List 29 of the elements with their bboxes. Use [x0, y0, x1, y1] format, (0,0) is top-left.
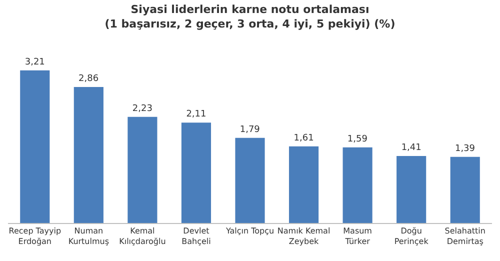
bar [342, 147, 372, 223]
bar [128, 116, 158, 223]
x-tick-label: Selahattin Demirtaş [444, 226, 486, 246]
chart-subtitle: (1 başarısız, 2 geçer, 3 orta, 4 iyi, 5 pekiyi) (%) [104, 17, 396, 30]
data-label: 2,11 [186, 110, 206, 120]
x-tick-label: Doğu Perinçek [394, 226, 429, 246]
data-label: 3,21 [24, 57, 45, 68]
data-label: 2,86 [78, 74, 99, 84]
bar [74, 86, 104, 223]
bar [20, 70, 50, 223]
x-tick-label: Kemal Kılıçdaroğlu [119, 226, 166, 246]
x-tick-label: Masum Türker [343, 226, 372, 246]
x-tick-label: Devlet Bahçeli [182, 226, 211, 246]
data-label: 2,23 [132, 104, 152, 114]
bar [396, 156, 426, 223]
x-tick-label: Numan Kurtulmuş [68, 226, 110, 246]
x-tick-label: Recep Tayyip Erdoğan [8, 226, 62, 246]
data-label: 1,59 [347, 134, 368, 144]
data-label: 1,61 [294, 133, 314, 144]
data-label: 1,79 [240, 124, 260, 135]
bar [235, 138, 265, 223]
bar [450, 156, 480, 223]
data-label: 1,41 [401, 142, 422, 153]
data-label: 1,39 [454, 144, 476, 154]
chart-title: Siyasi liderlerin karne notu ortalaması [130, 3, 370, 16]
x-tick-label: Namık Kemal Zeybek [277, 226, 330, 246]
bar [288, 146, 319, 223]
bar [181, 122, 212, 223]
x-tick-label: Yalçın Topçu [224, 226, 274, 236]
